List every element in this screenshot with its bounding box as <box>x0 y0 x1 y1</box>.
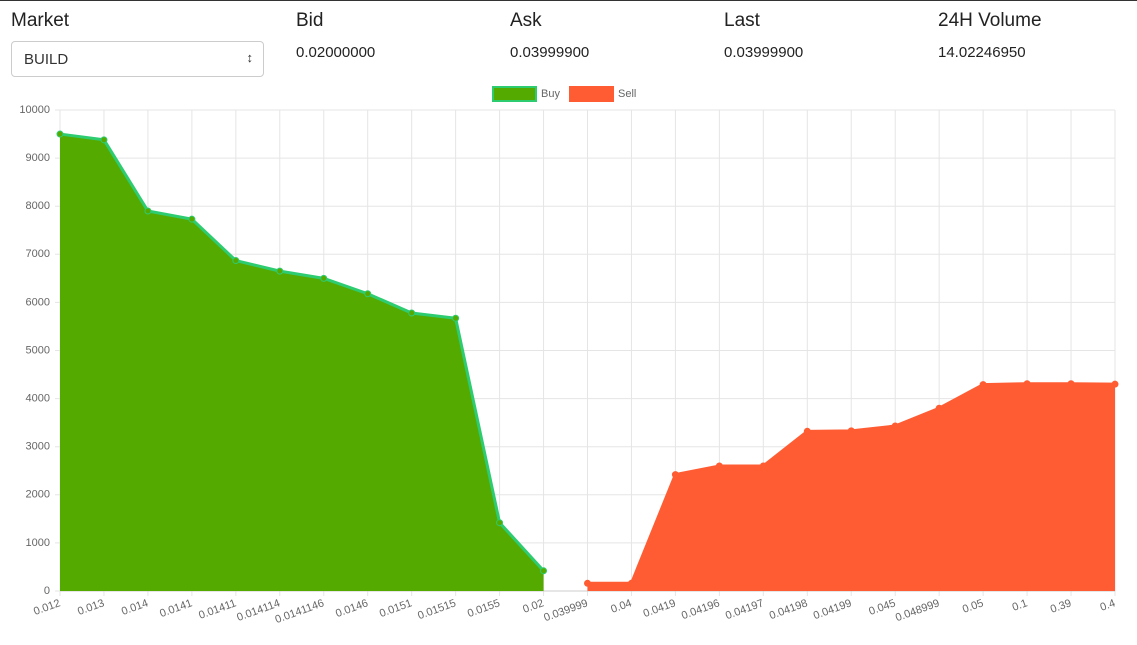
point <box>671 471 679 479</box>
point <box>1067 380 1075 388</box>
point <box>715 462 723 470</box>
area <box>587 383 1115 591</box>
x-tick-label: 0.012 <box>32 597 62 618</box>
x-tick-label: 0.014 <box>120 597 150 618</box>
y-tick-label: 8000 <box>26 200 50 212</box>
x-tick-label: 0.04 <box>609 597 633 616</box>
x-tick-label: 0.0155 <box>466 597 502 620</box>
x-tick-label: 0.0141 <box>158 597 194 620</box>
point <box>891 422 899 430</box>
last-value: 0.03999900 <box>724 44 804 61</box>
bid-label: Bid <box>296 10 324 31</box>
point <box>759 462 767 470</box>
point <box>803 427 811 435</box>
x-tick-label: 0.39 <box>1049 597 1073 616</box>
point <box>364 290 372 298</box>
x-tick-label: 0.0146 <box>334 597 370 620</box>
x-tick-label: 0.0151 <box>378 597 414 620</box>
y-tick-label: 9000 <box>26 152 50 164</box>
bid-value: 0.02000000 <box>296 44 376 61</box>
point <box>584 579 591 587</box>
y-tick-label: 6000 <box>26 296 50 308</box>
x-tick-label: 0.0419 <box>642 597 678 620</box>
point <box>408 309 416 317</box>
legend-swatch <box>492 86 537 102</box>
point <box>935 404 943 412</box>
point <box>100 136 108 144</box>
y-tick-label: 10000 <box>19 104 50 116</box>
x-tick-label: 0.039999 <box>542 597 589 624</box>
x-tick-label: 0.04198 <box>768 597 809 622</box>
point <box>320 274 328 282</box>
x-tick-label: 0.04197 <box>724 597 765 622</box>
x-tick-label: 0.045 <box>867 597 897 618</box>
y-tick-label: 3000 <box>26 441 50 453</box>
legend-swatch <box>569 86 614 102</box>
volume-value: 14.02246950 <box>938 44 1026 61</box>
x-tick-label: 0.01411 <box>197 597 238 622</box>
x-tick-label: 0.0141146 <box>274 597 326 626</box>
point <box>1111 380 1119 388</box>
top-border <box>0 0 1137 1</box>
point <box>979 381 987 389</box>
point <box>540 567 548 575</box>
point <box>276 267 284 275</box>
line <box>59 132 545 572</box>
ask-value: 0.03999900 <box>510 44 590 61</box>
legend-label: Sell <box>618 88 636 100</box>
y-tick-label: 4000 <box>26 393 50 405</box>
x-tick-label: 0.1 <box>1011 597 1029 614</box>
volume-label: 24H Volume <box>938 10 1042 31</box>
x-tick-label: 0.013 <box>76 597 106 618</box>
x-tick-label: 0.4 <box>1099 597 1117 614</box>
y-tick-label: 7000 <box>26 248 50 260</box>
point <box>847 427 855 435</box>
point <box>144 207 152 215</box>
point <box>627 579 635 587</box>
point <box>232 257 240 265</box>
last-label: Last <box>724 10 760 31</box>
y-tick-label: 0 <box>44 585 50 597</box>
legend-label: Buy <box>541 88 560 100</box>
market-select[interactable]: BUILD <box>11 41 264 77</box>
area <box>60 134 544 592</box>
x-tick-label: 0.05 <box>961 597 985 616</box>
point <box>496 519 504 527</box>
point <box>452 314 460 322</box>
y-tick-label: 1000 <box>26 537 50 549</box>
point <box>56 130 64 138</box>
x-tick-label: 0.01515 <box>416 597 457 622</box>
point <box>188 215 196 223</box>
point <box>1023 380 1031 388</box>
y-tick-label: 2000 <box>26 489 50 501</box>
x-tick-label: 0.04199 <box>812 597 853 622</box>
ask-label: Ask <box>510 10 542 31</box>
y-tick-label: 5000 <box>26 344 50 356</box>
market-label: Market <box>11 10 70 31</box>
x-tick-label: 0.04196 <box>680 597 721 622</box>
x-tick-label: 0.048999 <box>894 597 941 624</box>
